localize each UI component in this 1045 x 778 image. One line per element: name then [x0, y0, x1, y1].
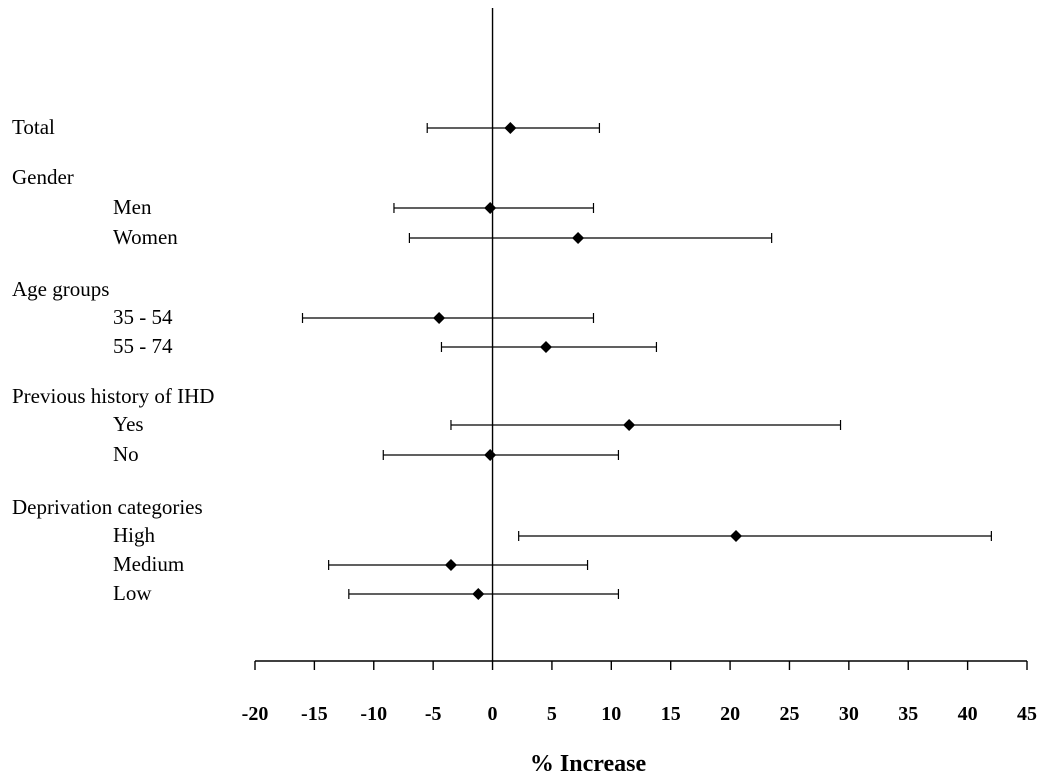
x-tick-label: 15 [661, 703, 681, 725]
x-tick-label: 5 [547, 703, 557, 725]
point-estimate [484, 202, 497, 214]
x-tick-label: -20 [242, 703, 269, 725]
row-label: 35 - 54 [113, 305, 173, 329]
x-tick-label: 10 [601, 703, 621, 725]
row-label: 55 - 74 [113, 334, 173, 358]
x-tick-label: 30 [839, 703, 859, 725]
point-estimate [504, 122, 517, 134]
x-tick-label: 45 [1017, 703, 1037, 725]
x-axis: -20 -15 -10 -5 0 5 10 15 20 25 30 35 40 45 [242, 8, 1037, 725]
row-label: Medium [113, 552, 184, 576]
group-label: Deprivation categories [12, 495, 203, 519]
row-label: Women [113, 225, 178, 249]
row-label: Men [113, 195, 152, 219]
point-estimate [572, 232, 585, 244]
x-axis-title: % Increase [530, 751, 647, 777]
row-label: Low [113, 581, 152, 605]
row-label: High [113, 523, 156, 547]
row-label: Total [12, 115, 55, 139]
point-estimate [472, 588, 485, 600]
row-label: Yes [113, 412, 144, 436]
x-tick-label: 20 [720, 703, 740, 725]
group-label: Previous history of IHD [12, 384, 214, 408]
point-estimate [623, 419, 636, 431]
point-estimate [730, 530, 743, 542]
point-estimate [484, 449, 497, 461]
point-estimate [444, 559, 457, 571]
point-estimate [433, 312, 446, 324]
x-tick-label: -15 [301, 703, 328, 725]
x-tick-label: -5 [425, 703, 442, 725]
x-tick-label: -10 [360, 703, 387, 725]
row-label: No [113, 442, 139, 466]
x-tick-label: 40 [958, 703, 978, 725]
point-estimate [539, 341, 552, 353]
group-label: Age groups [12, 277, 109, 301]
x-tick-label: 25 [779, 703, 799, 725]
x-tick-label: 0 [488, 703, 498, 725]
x-tick-label: 35 [898, 703, 918, 725]
group-label: Gender [12, 165, 74, 189]
